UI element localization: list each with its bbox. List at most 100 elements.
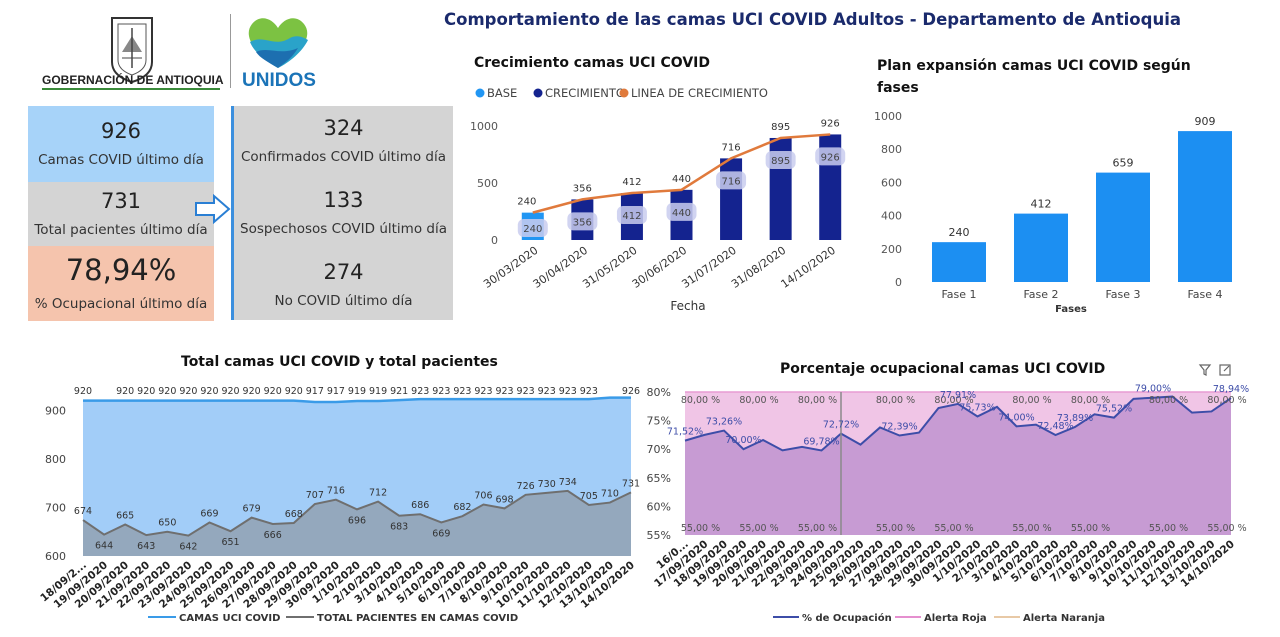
crecimiento-chart: BASE CRECIMIENTO LINEA DE CRECIMIENTO 0 500 1… [470,86,846,313]
x-tick-label: 31/05/2020 [580,244,639,291]
kpi-ocupacional-value: 78,94% [65,253,177,288]
bar-inner-label: 356 [573,217,592,228]
bar-inner-label: 412 [622,211,641,222]
legend-label-0: % de Ocupación [802,612,892,624]
ocupacion-value-label: 75,73% [959,402,995,413]
pacientes-value-label: 705 [580,491,598,502]
pacientes-value-label: 651 [221,537,239,548]
bar [1178,131,1232,282]
bar-inner-label-bg [616,206,647,225]
x-tick-label: Fase 4 [1187,288,1222,301]
kpi-no-covid-value: 274 [323,259,364,284]
chart-toolbar [1198,364,1231,376]
pacientes-value-label: 665 [116,510,134,521]
bar-value-label: 240 [949,226,970,239]
ocupacion-value-label: 77,91% [940,390,976,401]
pacientes-value-label: 682 [453,502,471,513]
camas-value-label: 919 [348,386,366,397]
legend-label-camas: CAMAS UCI COVID [179,613,280,624]
alerta-naranja-label: 55,00 % [739,523,778,534]
pacientes-value-label: 669 [200,508,218,519]
alerta-naranja-label: 55,00 % [1207,523,1246,534]
bar-inner-label-bg [517,219,548,237]
alerta-roja-label: 80,00 % [1207,395,1246,406]
ocupacion-value-label: 73,89% [1057,413,1093,424]
total-chart-title: Total camas UCI COVID y total pacientes [181,354,498,370]
kpi-ocupacional-card: 78,94% % Ocupacional último día [28,246,214,321]
fases-chart: 0 200 400 600 800 1000 240 Fase 1 412 Fase 2 659 Fa… [874,110,1232,315]
kpi-camas-value: 926 [100,118,142,143]
alerta-roja-label: 80,00 % [1149,395,1188,406]
alerta-roja-label: 80,00 % [798,395,837,406]
camas-value-label: 917 [306,386,324,397]
legend-label-2: LINEA DE CRECIMIENTO [631,86,768,100]
kpi-right-panel [234,106,453,320]
alerta-naranja-label: 55,00 % [876,523,915,534]
x-tick-label: Fase 1 [941,288,976,301]
kpi-pacientes-value: 731 [100,188,142,213]
pacientes-value-label: 668 [285,509,303,520]
x-tick-label: Fase 2 [1023,288,1058,301]
pacientes-value-label: 683 [390,522,408,533]
camas-value-label: 919 [369,386,387,397]
line-label: 716 [722,142,741,153]
line-label: 895 [771,122,790,133]
ocupacion-value-label: 74,00% [998,412,1034,423]
pacientes-value-label: 674 [74,506,92,517]
camas-value-label: 923 [538,386,556,397]
ocupacion-area [685,396,1231,535]
ocupacion-value-label: 72,48% [1037,421,1073,432]
bar [1096,172,1150,282]
camas-value-label: 920 [221,386,239,397]
kpi-bracket-line [231,106,234,320]
bar-inner-label-bg [815,147,846,166]
camas-value-label: 923 [517,386,535,397]
y-tick-label: 700 [45,501,66,514]
ocupacional-chart: 55% 60% 65% 70% 75% 80% 80,00 % 80,00 % 80,00 % 8… [647,384,1250,624]
y-tick-label: 55% [647,529,671,542]
pacientes-value-label: 642 [179,542,197,553]
y-tick-label: 0 [491,234,498,247]
ocupacion-value-label: 72,72% [823,420,859,431]
alerta-naranja-label: 55,00 % [1012,523,1051,534]
y-tick-label: 60% [647,500,671,513]
bar-inner-label: 716 [722,176,741,187]
alerta-naranja-label: 55,00 % [1071,523,1110,534]
x-tick-label: 31/08/2020 [729,244,788,291]
coat-of-arms-icon [111,17,153,84]
line-label: 240 [517,197,536,208]
arrow-right-icon [195,194,231,224]
line-label: 440 [672,174,691,185]
pacientes-value-label: 707 [306,490,324,501]
kpi-camas-label: Camas COVID último día [38,152,204,169]
focus-mode-icon[interactable] [1219,364,1231,376]
kpi-sospechosos-label: Sospechosos COVID último día [240,221,447,238]
bar-inner-label-bg [567,212,598,231]
pacientes-value-label: 710 [601,489,619,500]
kpi-pacientes-label: Total pacientes último día [34,222,208,239]
ocupacion-value-label: 71,52% [667,427,703,438]
y-tick-label: 80% [647,386,671,399]
kpi-camas-card: 926 Camas COVID último día [28,106,214,182]
gobernacion-logo: GOBERNACIÓN DE ANTIOQUIA [40,12,225,92]
camas-value-label: 920 [116,386,134,397]
alerta-naranja-label: 55,00 % [681,523,720,534]
bar-inner-label-bg [716,171,747,190]
bar-value-label: 659 [1113,157,1134,170]
pacientes-value-label: 686 [411,500,429,511]
bar-inner-label: 240 [523,224,542,235]
x-tick-label: 30/06/2020 [630,244,689,291]
filter-icon[interactable] [1198,364,1212,376]
pacientes-value-label: 696 [348,515,366,526]
bar-inner-label: 895 [771,156,790,167]
x-axis-title: Fecha [670,299,705,313]
pacientes-line [82,489,632,537]
pacientes-value-label: 698 [495,494,513,505]
camas-value-label: 917 [327,386,345,397]
pacientes-value-label: 643 [137,541,155,552]
pacientes-value-label: 726 [517,481,535,492]
fases-title-line2: fases [877,80,919,96]
gobernacion-label: GOBERNACIÓN DE ANTIOQUIA [42,73,224,87]
pacientes-value-label: 731 [622,478,640,489]
legend-label-2: Alerta Naranja [1023,613,1105,624]
